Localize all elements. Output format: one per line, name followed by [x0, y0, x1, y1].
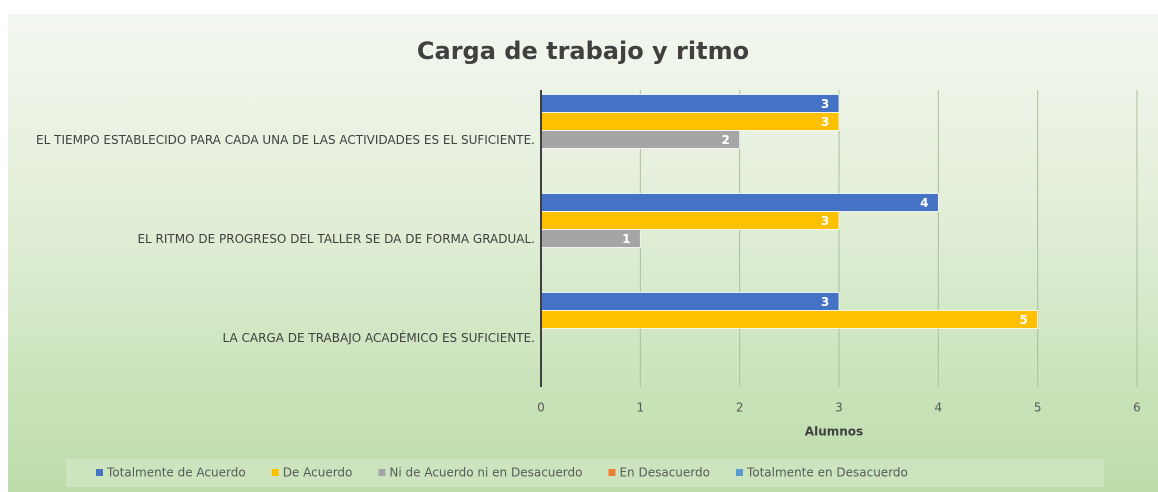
bar: [540, 211, 840, 230]
x-tick-label: 4: [935, 401, 943, 415]
data-label: 1: [622, 232, 630, 246]
x-tick-label: 2: [736, 401, 744, 415]
bar: [540, 94, 840, 113]
category-label: EL TIEMPO ESTABLECIDO PARA CADA UNA DE L…: [8, 110, 535, 170]
legend-swatch: [735, 469, 743, 476]
legend-swatch: [96, 469, 103, 476]
legend-swatch: [378, 469, 386, 476]
category-text: EL RITMO DE PROGRESO DEL TALLER SE DA DE…: [137, 232, 535, 246]
x-axis-label: Alumnos: [805, 425, 863, 439]
legend-label: Totalmente en Desacuerdo: [746, 466, 908, 480]
bar: [540, 310, 1039, 329]
data-label: 4: [920, 196, 928, 210]
legend-swatch: [608, 469, 616, 476]
data-label: 3: [821, 97, 829, 111]
data-label: 5: [1019, 313, 1027, 327]
data-label: 3: [821, 115, 829, 129]
chart-area: Carga de trabajo y ritmo Alumnos 0 1 2 3 4 5 6…: [8, 14, 1158, 492]
x-tick-label: 5: [1034, 401, 1042, 415]
x-tick-label: 0: [537, 401, 545, 415]
category-text: LA CARGA DE TRABAJO ACADÉMICO ES SUFICIE…: [222, 331, 536, 345]
legend-label: En Desacuerdo: [619, 466, 710, 480]
data-label: 2: [721, 133, 729, 147]
category-text: EL TIEMPO ESTABLECIDO PARA CADA UNA DE L…: [36, 133, 535, 147]
bar: [540, 112, 840, 131]
bar: [540, 193, 939, 212]
legend-label: De Acuerdo: [283, 466, 353, 480]
legend-label: Ni de Acuerdo ni en Desacuerdo: [389, 466, 582, 480]
legend-label: Totalmente de Acuerdo: [106, 466, 246, 480]
data-label: 3: [821, 214, 829, 228]
bar: [540, 292, 840, 311]
legend-swatch: [271, 469, 279, 476]
x-tick-label: 3: [835, 401, 843, 415]
x-tick-label: 6: [1133, 401, 1141, 415]
bar: [540, 130, 741, 149]
chart: Carga de trabajo y ritmo Alumnos 0 1 2 3 4 5 6…: [66, 37, 1141, 487]
x-tick-label: 1: [637, 401, 645, 415]
data-label: 3: [821, 295, 829, 309]
chart-title: Carga de trabajo y ritmo: [417, 37, 749, 65]
legend-box: [66, 459, 1104, 487]
category-label: EL RITMO DE PROGRESO DEL TALLER SE DA DE…: [8, 209, 535, 269]
category-label: LA CARGA DE TRABAJO ACADÉMICO ES SUFICIE…: [8, 308, 536, 368]
